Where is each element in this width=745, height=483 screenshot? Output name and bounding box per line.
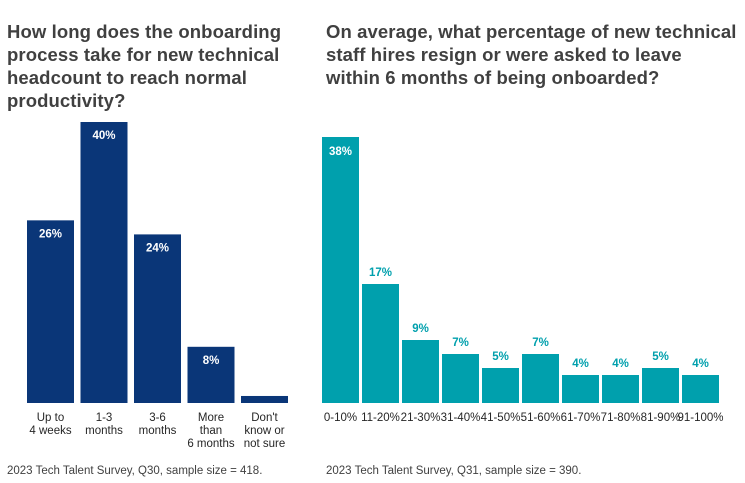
left-tick-label-0: Up to 4 weeks [29, 412, 71, 437]
right-bar-1 [362, 284, 399, 403]
left-tick-label-1: 1-3 months [85, 412, 123, 437]
right-bar-label-8: 5% [652, 351, 669, 363]
right-bar-0 [322, 137, 359, 403]
left-bar-4 [241, 395, 288, 403]
right-bar-label-9: 4% [692, 358, 709, 370]
right-tick-label-8: 81-90% [641, 412, 681, 424]
left-bar-3 [187, 346, 235, 403]
right-bar-7 [602, 375, 639, 403]
left-bar-chart: 26% Up to 4 weeks 40% 1-3 months 24% 3-6 months 8… [27, 122, 288, 450]
right-bar-6 [562, 375, 599, 403]
left-bar-label-0: 26% [39, 228, 62, 240]
right-bar-label-1: 17% [369, 267, 392, 279]
right-tick-label-4: 41-50% [481, 412, 521, 424]
left-bar-2 [134, 234, 181, 403]
right-bar-label-3: 7% [452, 337, 469, 349]
right-bar-4 [482, 368, 519, 403]
right-tick-label-3: 31-40% [441, 412, 481, 424]
right-tick-label-6: 61-70% [561, 412, 601, 424]
left-bar-label-2: 24% [146, 242, 169, 254]
left-bar-0 [27, 220, 74, 403]
left-bar-1 [80, 122, 128, 403]
left-bar-label-3: 8% [203, 355, 220, 367]
right-bar-5 [522, 354, 559, 403]
right-source-note: 2023 Tech Talent Survey, Q31, sample siz… [326, 465, 582, 477]
right-bar-label-6: 4% [572, 358, 589, 370]
right-bar-label-7: 4% [612, 358, 629, 370]
right-chart-title: On average, what percentage of new techn… [326, 21, 737, 88]
right-tick-label-1: 11-20% [361, 412, 400, 424]
right-tick-label-9: 91-100% [677, 412, 723, 424]
right-bar-8 [642, 368, 679, 403]
left-source-note: 2023 Tech Talent Survey, Q30, sample siz… [7, 465, 263, 477]
right-tick-label-5: 51-60% [521, 412, 561, 424]
right-bar-2 [402, 340, 439, 403]
right-bar-9 [682, 375, 719, 403]
right-bar-label-5: 7% [532, 337, 549, 349]
left-bar-label-1: 40% [92, 130, 115, 142]
right-bar-label-0: 38% [329, 146, 352, 158]
right-bar-label-2: 9% [412, 323, 429, 335]
right-bar-3 [442, 354, 479, 403]
right-bar-label-4: 5% [492, 351, 509, 363]
left-bar-label-4: 1% [256, 404, 273, 416]
right-tick-label-0: 0-10% [324, 412, 357, 424]
left-tick-label-3: More than 6 months [187, 412, 235, 450]
left-tick-label-4: Don't know or not sure [244, 412, 286, 450]
right-tick-label-2: 21-30% [401, 412, 441, 424]
right-bar-chart: 38% 0-10% 17% 11-20% 9% 21-30% 7% 31-40% 5% 41-50… [322, 137, 724, 424]
right-tick-label-7: 71-80% [601, 412, 641, 424]
left-chart-title: How long does the onboarding process tak… [7, 21, 282, 111]
left-tick-label-2: 3-6 months [139, 412, 177, 437]
